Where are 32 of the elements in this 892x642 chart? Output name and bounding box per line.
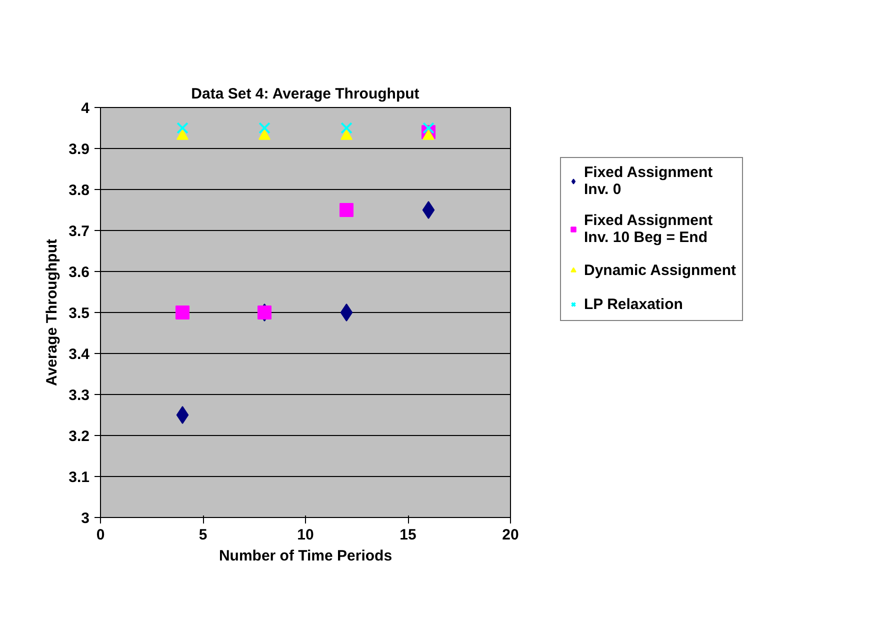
- y-tick-label: 3.7: [68, 223, 90, 240]
- legend-label: LP Relaxation: [584, 296, 683, 312]
- point: [340, 203, 354, 217]
- y-tick-label: 3.3: [68, 387, 90, 404]
- y-tick-label: 3.4: [68, 346, 90, 363]
- y-tick-label: 3.6: [68, 264, 90, 281]
- x-tick-label: 0: [96, 526, 105, 544]
- y-axis-title: Average Throughput: [44, 239, 61, 386]
- y-tick-label: 3.8: [68, 182, 90, 199]
- point: [340, 304, 353, 322]
- x-tick-label: 20: [502, 526, 519, 544]
- y-tick-label: 3: [81, 510, 90, 527]
- legend-label: Fixed Assignment Inv. 10 Beg = End: [584, 212, 713, 246]
- point: [422, 122, 434, 134]
- x-axis-title: Number of Time Periods: [218, 548, 392, 564]
- x-tick-label: 10: [297, 526, 314, 544]
- point: [258, 122, 270, 134]
- point: [340, 122, 352, 134]
- chart-title: Data Set 4: Average Throughput: [191, 86, 420, 102]
- y-tick-label: 3.9: [68, 141, 90, 158]
- legend-label: Dynamic Assignment: [584, 262, 736, 278]
- y-tick-label: 3.2: [68, 428, 90, 445]
- y-tick-label: 4: [81, 100, 90, 117]
- legend-label: Fixed Assignment Inv. 0: [584, 164, 713, 198]
- point: [176, 406, 189, 424]
- y-tick-label: 3.1: [68, 469, 90, 486]
- x-tick-label: 15: [400, 526, 416, 544]
- x-tick-label: 5: [198, 526, 208, 544]
- point: [176, 306, 190, 320]
- y-tick-label: 3.5: [68, 305, 90, 322]
- point: [176, 122, 188, 134]
- point: [422, 201, 435, 219]
